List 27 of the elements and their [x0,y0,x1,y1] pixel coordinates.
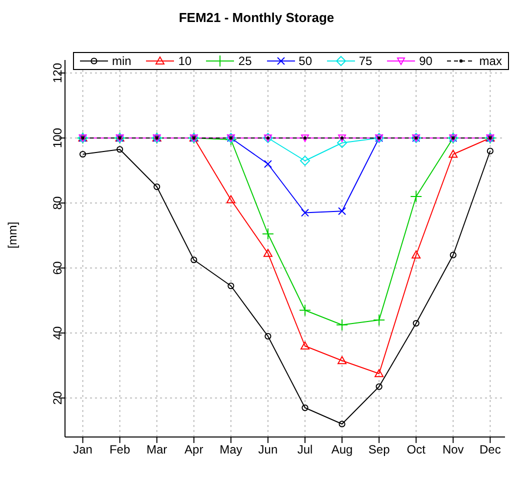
y-tick-label: 80 [50,196,64,210]
chart-title: FEM21 - Monthly Storage [178,10,336,25]
y-axis-title: [mm] [5,222,20,248]
legend-label: max [479,54,502,68]
x-tick-label: Feb [109,442,130,457]
x-tick-label: Nov [442,442,464,457]
y-tick-label: 60 [50,261,64,275]
x-tick-label: Mar [146,442,168,457]
y-tick-label: 20 [50,391,64,405]
y-tick-label: 120 [50,62,64,84]
x-tick-label: Jul [297,442,313,457]
x-tick-label: Oct [406,442,426,457]
x-tick-label: Dec [480,442,501,457]
legend-label: 90 [419,54,432,68]
legend-label: 75 [358,54,372,68]
legend-label: 25 [238,54,252,68]
legend-label: 10 [178,54,192,68]
x-tick-label: Sep [368,442,390,457]
y-tick-label: 40 [50,326,64,340]
x-tick-label: Jun [258,442,278,457]
x-tick-label: Jan [73,442,92,457]
legend-label: 50 [298,54,312,68]
legend-label: min [112,54,132,68]
x-tick-label: Apr [184,442,204,457]
x-tick-label: Aug [331,442,353,457]
y-tick-label: 100 [50,128,64,148]
x-tick-label: May [220,442,242,457]
